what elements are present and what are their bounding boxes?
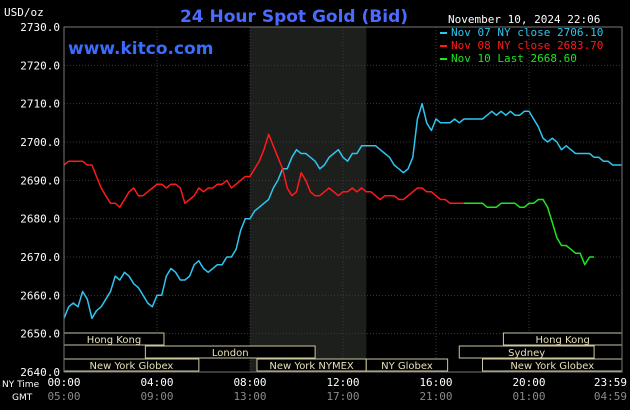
date-label: November 10, 2024 22:06 [448, 13, 600, 26]
y-tick-label: 2720.0 [20, 59, 60, 72]
y-tick-label: 2730.0 [20, 21, 60, 34]
session-label: Sydney [508, 348, 545, 359]
x-tick-label-ny: 20:00 [512, 376, 545, 389]
x-tick-label-ny: 16:00 [419, 376, 452, 389]
series-line [463, 198, 595, 266]
x-tick-label-ny: 12:00 [326, 376, 359, 389]
session-label: Hong Kong [87, 335, 141, 346]
y-tick-label: 2650.0 [20, 328, 60, 341]
y-tick-label: 2660.0 [20, 289, 60, 302]
y-tick-label: 2710.0 [20, 98, 60, 111]
legend-entry: Nov 10 Last 2668.60 [451, 52, 577, 65]
y-tick-label: 2640.0 [20, 366, 60, 379]
session-label: New York NYMEX [269, 361, 354, 372]
chart-title: 24 Hour Spot Gold (Bid) [180, 7, 408, 27]
x-tick-label-ny: 04:00 [140, 376, 173, 389]
x-tick-label-ny: 00:00 [47, 376, 80, 389]
x-tick-label-gmt: 21:00 [419, 390, 452, 403]
x-tick-label-ny: 08:00 [233, 376, 266, 389]
session-label: New York Globex [89, 361, 173, 372]
y-tick-label: 2690.0 [20, 174, 60, 187]
x-row-label-ny: NY Time [2, 380, 40, 390]
session-label: NY Globex [381, 361, 433, 372]
series-lines [63, 102, 622, 320]
y-tick-label: 2680.0 [20, 213, 60, 226]
y-tick-label: 2670.0 [20, 251, 60, 264]
x-tick-label-gmt: 01:00 [512, 390, 545, 403]
x-row-label-gmt: GMT [12, 393, 33, 403]
session-box [365, 358, 449, 372]
series-line [63, 133, 464, 208]
source-url: www.kitco.com [68, 39, 213, 59]
x-tick-label-gmt: 05:00 [47, 390, 80, 403]
x-tick-label-gmt: 13:00 [233, 390, 266, 403]
session-box [458, 345, 595, 359]
session-label: New York Globex [510, 361, 594, 372]
session-label: Hong Kong [536, 335, 590, 346]
x-tick-label-gmt: 09:00 [140, 390, 173, 403]
series-line [63, 102, 622, 320]
legend-entry: Nov 07 NY close 2706.10 [451, 26, 603, 39]
x-tick-label-gmt: 04:59 [594, 390, 627, 403]
y-tick-label: 2700.0 [20, 136, 60, 149]
x-tick-label-ny: 23:59 [594, 376, 627, 389]
y-unit-label: USD/oz [4, 6, 44, 19]
legend-entry: Nov 08 NY close 2683.70 [451, 39, 603, 52]
session-box [144, 345, 316, 359]
x-tick-label-gmt: 17:00 [326, 390, 359, 403]
y-axis-ticks: 2640.0 2650.0 2660.0 2670.0 2680.0 2690.0 2700… [20, 21, 60, 379]
session-label: London [212, 348, 249, 359]
plot-frame [63, 26, 623, 373]
